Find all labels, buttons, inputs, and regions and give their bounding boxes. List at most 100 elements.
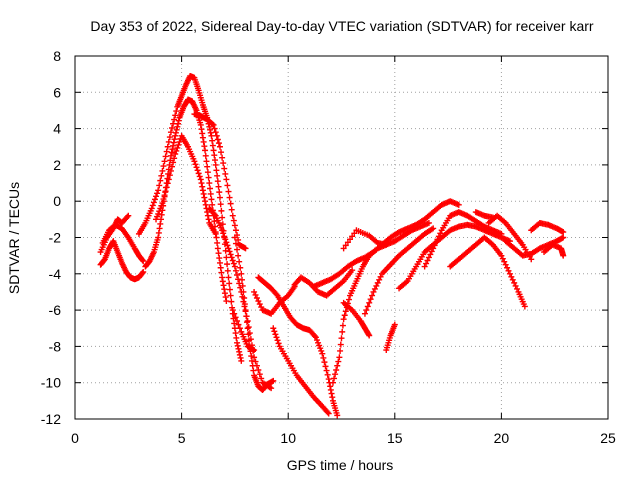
series-arc-25 — [502, 234, 567, 259]
data-point — [202, 198, 209, 205]
data-point — [155, 187, 162, 194]
data-point — [159, 167, 166, 174]
data-point — [158, 202, 165, 209]
data-point — [243, 319, 250, 326]
data-point — [150, 199, 157, 206]
data-point — [151, 196, 158, 203]
data-point — [339, 328, 346, 335]
data-point — [248, 353, 255, 360]
series-arc-17 — [340, 299, 373, 339]
data-point — [333, 366, 340, 373]
data-point — [316, 342, 323, 349]
series-arc-2 — [97, 238, 147, 283]
y-tick-labels: -12 -10 -8 -6 -4 -2 0 2 4 6 8 — [41, 48, 61, 427]
data-point — [212, 161, 219, 168]
data-point — [349, 267, 356, 274]
data-point — [376, 276, 383, 283]
data-point — [334, 412, 341, 419]
data-point — [229, 307, 236, 314]
data-point — [193, 164, 200, 171]
data-point — [231, 222, 238, 229]
data-point — [371, 285, 378, 292]
data-point — [166, 134, 173, 141]
data-point — [221, 165, 228, 172]
x-tick-label: 10 — [280, 430, 296, 446]
data-point — [235, 345, 242, 352]
data-point — [241, 295, 248, 301]
y-tick-label: 6 — [53, 84, 61, 100]
data-point — [328, 390, 335, 397]
data-point — [317, 345, 324, 352]
data-point — [509, 276, 516, 283]
data-point — [364, 303, 371, 310]
data-point — [222, 170, 229, 177]
data-point — [214, 136, 221, 143]
data-point — [434, 236, 441, 243]
x-tick-label: 5 — [178, 430, 186, 446]
data-point — [203, 158, 210, 165]
data-point — [196, 173, 203, 180]
data-point — [361, 310, 368, 317]
data-point — [528, 256, 535, 263]
data-point — [139, 257, 146, 264]
data-point — [250, 367, 257, 374]
data-point — [560, 252, 567, 259]
data-point — [154, 213, 161, 220]
series-arc-22 — [421, 209, 505, 270]
data-point — [166, 172, 173, 179]
data-point — [201, 143, 208, 150]
data-point — [234, 342, 241, 349]
data-point — [240, 288, 247, 295]
data-point — [502, 261, 509, 268]
data-point — [238, 270, 245, 277]
data-point — [163, 184, 170, 191]
y-tick-label: -6 — [49, 302, 62, 318]
y-tick-label: 4 — [53, 121, 61, 137]
data-point — [159, 200, 166, 207]
data-point — [173, 108, 180, 115]
x-tick-label: 20 — [494, 430, 510, 446]
data-point — [323, 367, 330, 374]
data-point — [224, 242, 231, 249]
data-point — [219, 221, 226, 228]
data-point — [242, 307, 249, 314]
data-point — [226, 194, 233, 201]
data-point — [202, 152, 209, 159]
data-point — [246, 337, 253, 344]
data-point — [218, 149, 225, 156]
data-point — [165, 176, 172, 183]
data-point — [322, 363, 329, 370]
data-point — [351, 230, 358, 237]
data-point — [156, 225, 163, 232]
data-point — [511, 279, 518, 286]
data-point — [268, 385, 275, 392]
data-point — [228, 298, 235, 305]
data-point — [208, 196, 215, 203]
data-point — [211, 152, 218, 159]
data-point — [235, 236, 242, 243]
data-point — [245, 331, 252, 338]
data-point — [221, 233, 228, 240]
data-point — [226, 286, 233, 293]
data-point — [224, 267, 231, 274]
data-point — [167, 167, 174, 174]
data-point — [338, 335, 345, 342]
series-arc-27 — [541, 241, 567, 259]
data-point — [197, 121, 204, 128]
data-point — [514, 285, 521, 292]
data-point — [218, 269, 225, 276]
data-point — [223, 254, 230, 261]
data-point — [199, 187, 206, 194]
series-arc-5 — [135, 72, 245, 364]
data-point — [235, 321, 242, 328]
data-point — [366, 299, 373, 306]
data-point — [169, 124, 176, 131]
series-arc-24 — [485, 212, 535, 263]
data-point — [325, 410, 332, 417]
y-axis-label: SDTVAR / TECUs — [6, 182, 22, 294]
data-point — [231, 234, 238, 241]
data-point — [273, 291, 280, 298]
data-point — [212, 230, 219, 237]
data-point — [213, 234, 220, 241]
